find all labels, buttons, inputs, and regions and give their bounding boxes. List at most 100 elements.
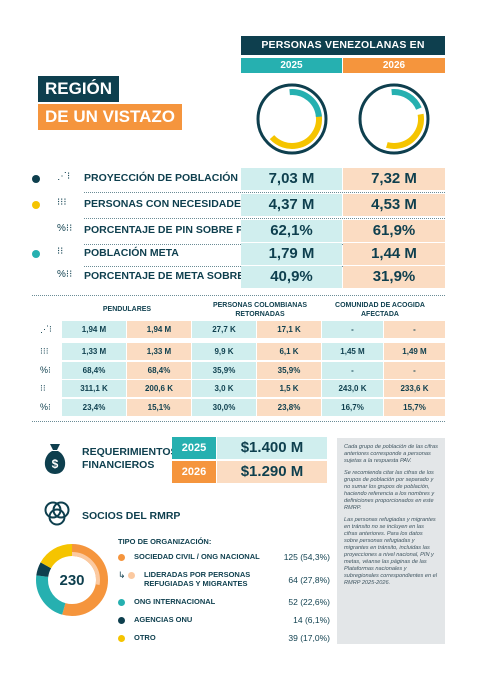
breakdown-cell: 17,1 K — [257, 321, 321, 338]
indicator-value-2025: 7,03 M — [241, 168, 342, 190]
dot-marker — [32, 250, 40, 258]
indicator-label: PERSONAS CON NECESIDADES (PIN) — [84, 198, 276, 210]
target-percentage-icon: %⁝ — [40, 402, 51, 412]
org-name: ONG INTERNACIONAL — [134, 597, 216, 606]
indicator-value-2026: 1,44 M — [343, 243, 445, 265]
target-percentage-icon: %⁝⁝ — [57, 269, 73, 280]
indicator-value-2026: 31,9% — [343, 266, 445, 288]
target-population-icon: ⁝⁝ — [57, 246, 64, 257]
breakdown-cell: 15,7% — [384, 399, 445, 416]
breakdown-cell: - — [384, 362, 445, 379]
indicator-row-pin-pct: %⁝⁝ PORCENTAJE DE PIN SOBRE PP 62,1% 61,… — [32, 220, 445, 242]
org-row-civil-society: SOCIEDAD CIVIL / ONG NACIONAL 125 (54,3%… — [118, 551, 330, 565]
indicator-value-2025: 1,79 M — [241, 243, 342, 265]
breakdown-cell: 16,7% — [322, 399, 383, 416]
partners-donut-chart: 230 — [36, 544, 108, 616]
financial-requirements-label: REQUERIMIENTOS FINANCIEROS — [82, 446, 177, 472]
note-paragraph: Las personas refugiadas y migrantes en t… — [344, 517, 437, 586]
breakdown-row: %⁝ 68,4% 68,4% 35,9% 35,9% - - — [32, 362, 445, 379]
group-header-retornadas: PERSONAS COLOMBIANAS RETORNADAS — [212, 302, 308, 318]
org-value: 14 (6,1%) — [293, 615, 330, 625]
org-value: 125 (54,3%) — [283, 552, 330, 562]
partners-total: 230 — [59, 572, 84, 589]
divider — [84, 218, 445, 219]
breakdown-cell: 15,1% — [127, 399, 191, 416]
page-title-line2: DE UN VISTAZO — [38, 104, 183, 130]
dot-marker — [32, 175, 40, 183]
donut-2025-pin-arc — [262, 89, 322, 149]
indicator-label: POBLACIÓN META — [84, 247, 179, 259]
org-name: AGENCIAS ONU — [134, 615, 193, 624]
partners-title: SOCIOS DEL RMRP — [82, 510, 181, 522]
financial-label-line2: FINANCIEROS — [82, 459, 155, 471]
divider — [84, 192, 445, 193]
note-paragraph: Se recomienda citar las cifras de los gr… — [344, 470, 435, 511]
legend-marker — [118, 635, 125, 642]
legend-marker — [118, 599, 125, 606]
breakdown-cell: 1,5 K — [257, 380, 321, 397]
partners-donut-sub-slice — [44, 552, 100, 608]
pin-percentage-icon: %⁝ — [40, 365, 51, 375]
indicator-label: PROYECCIÓN DE POBLACIÓN (PP) — [84, 172, 262, 184]
breakdown-row: ⁝⁝ 311,1 K 200,6 K 3,0 K 1,5 K 243,0 K 233,6 K — [32, 380, 445, 397]
org-type-heading: TIPO DE ORGANIZACIÓN: — [118, 537, 212, 546]
breakdown-cell: 3,0 K — [192, 380, 256, 397]
breakdown-cell: 1,94 M — [127, 321, 191, 338]
breakdown-cell: 311,1 K — [62, 380, 126, 397]
target-population-icon: ⁝⁝ — [40, 383, 46, 393]
group-header-pendulares: PENDULARES — [102, 306, 152, 313]
donut-chart-2026 — [358, 83, 430, 155]
pin-percentage-icon: %⁝⁝ — [57, 223, 73, 234]
svg-text:$: $ — [52, 457, 59, 471]
org-row-international-ngo: ONG INTERNACIONAL 52 (22,6%) — [118, 596, 330, 610]
year-2025-header: 2025 — [241, 58, 342, 73]
breakdown-cell: 68,4% — [127, 362, 191, 379]
population-projection-icon: ⋰⁝ — [40, 324, 52, 334]
donut-2026-pin-arc — [364, 89, 424, 149]
section-divider — [32, 295, 445, 296]
breakdown-cell: - — [322, 321, 383, 338]
breakdown-cell: 1,49 M — [384, 343, 445, 360]
indicator-value-2025: 40,9% — [241, 266, 342, 288]
indicator-row-target: ⁝⁝ POBLACIÓN META 1,79 M 1,44 M — [32, 243, 445, 265]
org-value: 52 (22,6%) — [288, 597, 330, 607]
breakdown-cell: 23,8% — [257, 399, 321, 416]
breakdown-cell: 233,6 K — [384, 380, 445, 397]
org-name: SOCIEDAD CIVIL / ONG NACIONAL — [134, 552, 260, 561]
indicator-label: PORCENTAJE DE META SOBRE PIN — [84, 270, 265, 282]
destination-header: PERSONAS VENEZOLANAS EN DESTINO — [241, 36, 445, 70]
sub-arrow-icon: ↳ — [118, 570, 126, 580]
dot-marker — [32, 201, 40, 209]
org-row-other: OTRO 39 (17,0%) — [118, 632, 330, 646]
section-divider — [32, 421, 445, 422]
indicator-row-pp: ⋰⁝ PROYECCIÓN DE POBLACIÓN (PP) 7,03 M 7… — [32, 168, 445, 190]
page-title-line1: REGIÓN — [38, 76, 120, 102]
breakdown-row: %⁝ 23,4% 15,1% 30,0% 23,8% 16,7% 15,7% — [32, 399, 445, 416]
indicator-row-target-pct: %⁝⁝ PORCENTAJE DE META SOBRE PIN 40,9% 3… — [32, 266, 445, 288]
partners-donut-slice — [36, 544, 108, 616]
org-value: 39 (17,0%) — [288, 633, 330, 643]
financial-year-2026: 2026 — [172, 461, 216, 483]
population-projection-icon: ⋰⁝ — [57, 171, 71, 182]
org-name: OTRO — [134, 633, 156, 642]
org-name: LIDERADAS POR PERSONAS REFUGIADAS Y MIGR… — [144, 570, 251, 588]
partners-donut-slice — [36, 544, 108, 616]
breakdown-cell: 243,0 K — [322, 380, 383, 397]
breakdown-row: ⁝⁝⁝ 1,33 M 1,33 M 9,9 K 6,1 K 1,45 M 1,49 M — [32, 343, 445, 360]
indicator-row-pin: ⁝⁝⁝ PERSONAS CON NECESIDADES (PIN) 4,37 … — [32, 194, 445, 216]
breakdown-cell: - — [322, 362, 383, 379]
legend-marker — [128, 572, 135, 579]
breakdown-cell: 200,6 K — [127, 380, 191, 397]
indicator-value-2025: 4,37 M — [241, 194, 342, 216]
partners-icon — [44, 501, 70, 526]
legend-marker — [118, 617, 125, 624]
breakdown-cell: 30,0% — [192, 399, 256, 416]
note-paragraph: Cada grupo de población de las cifras an… — [344, 444, 438, 464]
donut-chart-2025 — [256, 83, 328, 155]
money-bag-icon: $ — [44, 444, 66, 474]
breakdown-cell: 1,33 M — [62, 343, 126, 360]
breakdown-cell: - — [384, 321, 445, 338]
indicator-value-2026: 7,32 M — [343, 168, 445, 190]
org-value: 64 (27,8%) — [288, 575, 330, 585]
org-row-refugee-led: ↳ LIDERADAS POR PERSONAS REFUGIADAS Y MI… — [118, 569, 330, 591]
